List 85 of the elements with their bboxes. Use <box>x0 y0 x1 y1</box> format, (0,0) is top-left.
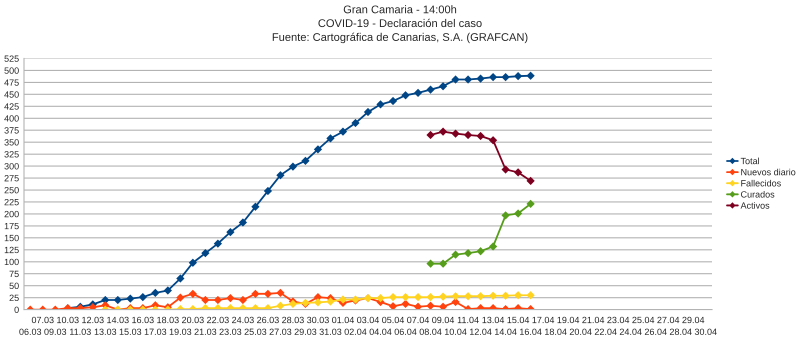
x-tick-label: 18.03 <box>157 316 179 324</box>
y-tick-label: 200 <box>4 210 19 218</box>
x-tick-label: 10.04 <box>444 328 467 335</box>
x-tick-label: 28.03 <box>282 316 304 324</box>
x-tick-label: 14.03 <box>107 316 129 324</box>
x-tick-label: 20.04 <box>570 328 592 335</box>
x-tick-label: 16.03 <box>132 316 154 324</box>
x-tick-label: 06.04 <box>394 328 417 335</box>
x-tick-label: 12.04 <box>470 328 492 335</box>
x-tick-label: 10.03 <box>57 316 79 324</box>
x-tick-label: 07.03 <box>32 316 54 324</box>
x-tick-label: 31.03 <box>320 328 342 335</box>
x-tick-label: 21.03 <box>194 328 216 335</box>
x-tick-label: 28.04 <box>670 328 692 335</box>
y-tick-label: 150 <box>4 234 19 242</box>
x-tick-label: 11.03 <box>70 328 91 335</box>
x-tick-label: 04.04 <box>370 328 392 335</box>
y-tick-label: 275 <box>4 175 19 182</box>
legend-label: Curados <box>741 190 774 198</box>
chart-title: Gran Camaria - 14:00h <box>344 5 456 14</box>
x-tick-label: 25.03 <box>244 328 266 335</box>
legend-label: Activos <box>740 202 770 209</box>
y-tick-label: 0 <box>14 306 19 313</box>
legend-label: Nuevos diario <box>741 168 796 176</box>
x-tick-label: 12.03 <box>82 316 104 324</box>
x-tick-label: 08.04 <box>420 328 442 335</box>
x-tick-label: 09.04 <box>432 316 454 324</box>
y-tick-label: 325 <box>4 151 19 158</box>
y-tick-label: 350 <box>4 139 19 146</box>
x-tick-label: 24.03 <box>232 316 254 324</box>
x-tick-label: 05.04 <box>382 316 404 324</box>
x-tick-label: 15.04 <box>508 316 530 324</box>
x-tick-label: 13.04 <box>482 316 504 324</box>
y-tick-label: 500 <box>4 67 19 74</box>
x-tick-label: 20.03 <box>182 316 204 324</box>
y-tick-label: 100 <box>4 258 19 266</box>
x-tick-label: 16.04 <box>520 328 542 335</box>
x-tick-label: 22.04 <box>594 328 617 335</box>
x-tick-label: 14.04 <box>494 328 517 335</box>
y-tick-label: 175 <box>4 222 19 230</box>
x-tick-label: 02.04 <box>344 328 367 335</box>
x-tick-label: 21.04 <box>582 316 604 324</box>
x-tick-label: 17.03 <box>144 328 166 335</box>
x-tick-label: 26.04 <box>644 328 667 335</box>
x-tick-label: 25.04 <box>632 316 654 324</box>
x-tick-label: 23.04 <box>607 316 630 324</box>
x-tick-label: 06.03 <box>19 328 42 335</box>
x-tick-label: 03.04 <box>357 316 380 324</box>
x-tick-label: 19.03 <box>170 328 192 335</box>
x-tick-label: 22.03 <box>207 316 229 324</box>
x-tick-label: 07.04 <box>407 316 430 324</box>
x-tick-label: 24.04 <box>620 328 642 335</box>
x-tick-label: 27.03 <box>270 328 292 335</box>
x-tick-label: 23.03 <box>220 328 242 335</box>
x-tick-label: 18.04 <box>545 328 567 335</box>
x-tick-label: 30.04 <box>694 328 717 335</box>
y-tick-label: 425 <box>4 103 19 110</box>
x-tick-label: 27.04 <box>657 316 680 324</box>
x-tick-label: 11.04 <box>458 316 479 324</box>
y-tick-label: 25 <box>10 294 19 301</box>
y-tick-label: 525 <box>4 55 19 62</box>
y-tick-label: 225 <box>4 198 19 206</box>
source-note: Fuente: Cartográfica de Canarias, S.A. (GRAFCAN) <box>272 32 528 44</box>
x-tick-label: 26.03 <box>257 316 279 324</box>
x-tick-label: 17.04 <box>532 316 554 324</box>
x-tick-label: 30.03 <box>307 316 329 324</box>
y-tick-label: 250 <box>4 186 19 194</box>
y-tick-label: 450 <box>4 91 19 98</box>
y-tick-label: 475 <box>4 79 19 86</box>
y-tick-label: 400 <box>4 115 19 122</box>
x-tick-label: 09.03 <box>44 328 66 335</box>
x-tick-label: 29.04 <box>682 316 704 324</box>
legend-label: Total <box>740 158 760 164</box>
x-tick-label: 01.04 <box>332 316 354 324</box>
x-tick-label: 29.03 <box>294 328 316 335</box>
x-tick-label: 19.04 <box>558 316 580 324</box>
x-tick-label: 13.03 <box>94 328 116 335</box>
y-tick-label: 300 <box>4 163 19 170</box>
y-tick-label: 125 <box>4 246 19 254</box>
legend-label: Fallecidos <box>741 180 781 186</box>
x-tick-label: 15.03 <box>120 328 142 335</box>
y-tick-label: 375 <box>4 127 19 134</box>
y-tick-label: 50 <box>9 282 19 290</box>
chart-subtitle: COVID-19 - Declaración del caso <box>318 18 482 28</box>
y-tick-label: 75 <box>10 270 19 278</box>
